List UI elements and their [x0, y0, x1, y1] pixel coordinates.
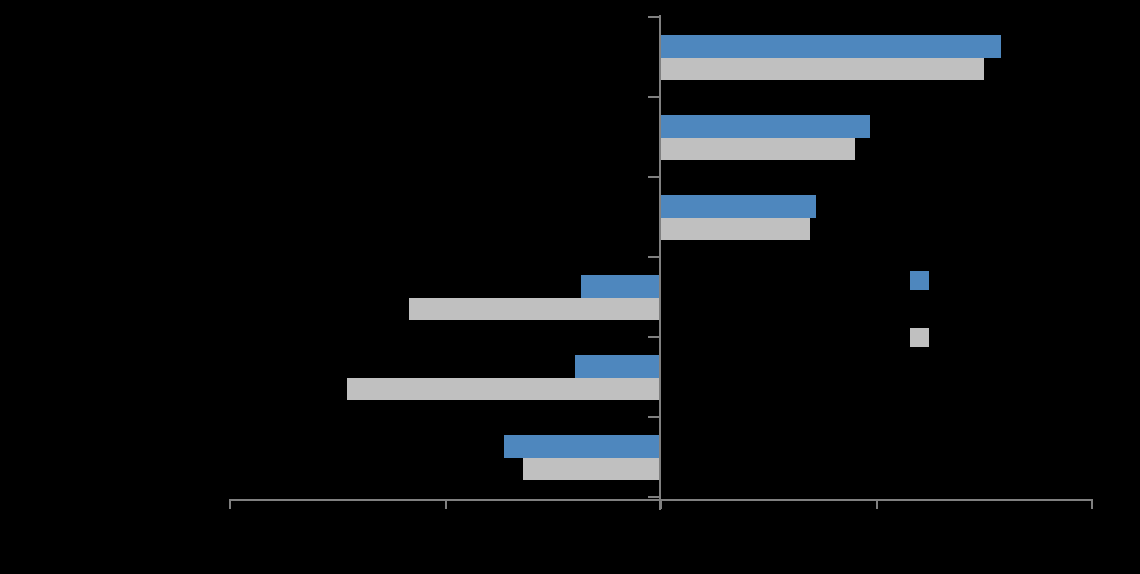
bar-gray-category-2 — [661, 138, 855, 160]
bar-blue-category-2 — [661, 115, 870, 138]
bar-gray-category-1 — [661, 58, 984, 80]
bar-blue-category-6 — [504, 435, 659, 458]
bar-blue-category-3 — [661, 195, 816, 218]
bar-blue-category-1 — [661, 35, 1001, 58]
y-axis-tick — [648, 416, 659, 418]
y-axis-tick — [648, 176, 659, 178]
x-axis-line — [229, 499, 1093, 501]
bar-gray-category-6 — [523, 458, 659, 480]
bar-gray-category-3 — [661, 218, 810, 240]
x-axis-tick — [1091, 501, 1093, 509]
y-axis-tick — [648, 16, 659, 18]
bar-blue-category-4 — [581, 275, 659, 298]
legend-swatch-gray — [910, 328, 929, 347]
y-axis-tick — [648, 496, 659, 498]
x-axis-tick — [876, 501, 878, 509]
bar-blue-category-5 — [575, 355, 659, 378]
y-axis-tick — [648, 336, 659, 338]
bar-gray-category-5 — [347, 378, 659, 400]
y-axis-tick — [648, 256, 659, 258]
x-axis-tick — [445, 501, 447, 509]
bar-gray-category-4 — [409, 298, 659, 320]
x-axis-tick — [229, 501, 231, 509]
legend-swatch-blue — [910, 271, 929, 290]
y-axis-tick — [648, 96, 659, 98]
y-axis-line — [659, 15, 661, 510]
x-axis-tick — [660, 501, 662, 509]
